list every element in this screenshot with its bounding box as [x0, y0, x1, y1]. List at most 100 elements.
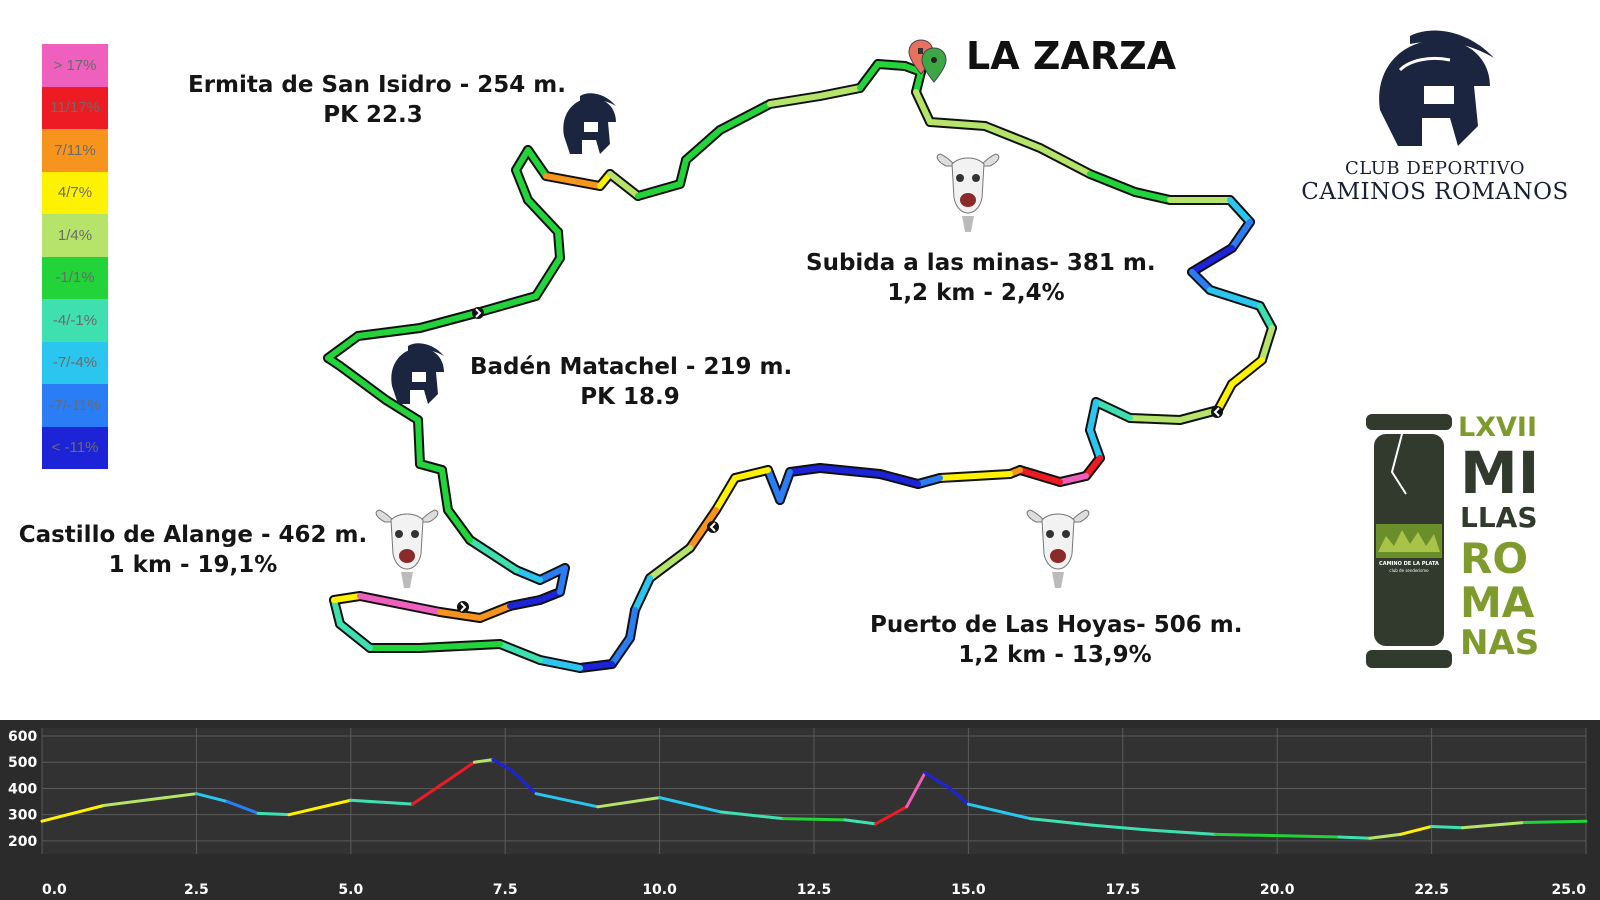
- elevation-segment: [1337, 835, 1372, 840]
- route-segment: [927, 119, 988, 129]
- x-tick-label: 12.5: [797, 882, 832, 898]
- route-segment: [1017, 467, 1063, 485]
- route-segment: [817, 85, 863, 99]
- label-hoyas: Puerto de Las Hoyas- 506 m. 1,2 km - 13,…: [870, 610, 1242, 670]
- legend-swatch: -7/-4%: [42, 341, 108, 384]
- finish-pin-icon: [921, 47, 947, 83]
- route-segment: [555, 229, 563, 261]
- y-tick-label: 200: [8, 834, 37, 850]
- route-segment: [525, 147, 549, 179]
- legend-swatch: -1/1%: [42, 256, 108, 299]
- goat-icon: [375, 509, 439, 588]
- label-ermita-line2: PK 22.3: [323, 102, 423, 128]
- elevation-segment: [1368, 832, 1403, 840]
- label-baden: Badén Matachel - 219 m. PK 18.9: [470, 352, 793, 412]
- route-segment: [875, 61, 908, 69]
- x-tick-label: 5.0: [338, 882, 363, 898]
- route-segment: [417, 461, 445, 473]
- route-segment: [677, 157, 689, 187]
- route-segment: [877, 471, 921, 487]
- route-segment: [1189, 269, 1213, 293]
- label-baden-line2: PK 18.9: [580, 384, 680, 410]
- route-segment: [537, 565, 568, 583]
- route-segment: [607, 171, 641, 199]
- label-baden-line1: Badén Matachel - 219 m.: [470, 354, 793, 380]
- x-tick-label: 0.0: [42, 882, 67, 898]
- elevation-chart: 600 500 400 300 200 0.0 2.5 5.0 7.5 10.0 12.5 15.0 1…: [8, 728, 1588, 898]
- legend-swatch: 11/17%: [42, 86, 108, 129]
- route-segment: [787, 465, 823, 475]
- roman-helmet-icon: [563, 93, 616, 154]
- route-segment: [1083, 455, 1103, 479]
- route-segment: [1229, 219, 1253, 251]
- route-segment: [1087, 399, 1099, 433]
- goat-icon: [1026, 509, 1090, 588]
- elevation-segment: [1152, 828, 1217, 836]
- route-segment: [913, 69, 924, 95]
- route-segment: [1127, 415, 1183, 423]
- roman-helmet-icon: [391, 343, 444, 404]
- x-tick-label: 22.5: [1414, 882, 1449, 898]
- route-segment: [467, 537, 519, 573]
- elevation-segment: [905, 771, 927, 809]
- label-castillo-line1: Castillo de Alange - 462 m.: [18, 522, 368, 548]
- x-tick-label: 20.0: [1260, 882, 1295, 898]
- route-segment: [513, 567, 543, 583]
- elevation-segment: [1430, 824, 1464, 830]
- route-segment: [325, 333, 361, 361]
- label-ermita-line1: Ermita de San Isidro - 254 m.: [188, 72, 566, 98]
- direction-arrow-icon: [1211, 406, 1223, 418]
- elevation-segment: [102, 796, 168, 807]
- y-tick-label: 500: [8, 755, 37, 771]
- club-name-line2: CAMINOS ROMANOS: [1301, 179, 1569, 205]
- direction-arrow-icon: [472, 307, 484, 319]
- route-segment: [513, 147, 531, 173]
- elevation-segment: [874, 805, 909, 826]
- elevation-segment: [719, 810, 785, 821]
- goat-icon: [936, 153, 1000, 232]
- route-segment: [383, 397, 421, 423]
- legend-swatch: -4/-1%: [42, 299, 108, 342]
- elevation-segment: [1522, 819, 1588, 825]
- route-segment: [1132, 189, 1173, 203]
- x-tick-label: 17.5: [1106, 882, 1141, 898]
- route-segment: [687, 507, 719, 551]
- route-segment: [445, 507, 473, 543]
- route-segment: [913, 89, 933, 125]
- legend-swatch: 7/11%: [42, 129, 108, 172]
- route-segment: [609, 635, 633, 667]
- elevation-segment: [843, 818, 878, 826]
- route-segment: [557, 565, 568, 595]
- route-segment: [415, 417, 423, 467]
- elevation-segment: [349, 798, 415, 806]
- route-segment: [1057, 473, 1089, 485]
- direction-arrow-icon: [457, 601, 469, 613]
- y-tick-label: 300: [8, 808, 37, 824]
- elevation-segment: [658, 796, 723, 814]
- millas-romanas-logo: CAMINO DE LA PLATA club de senderismo LX…: [1362, 412, 1552, 670]
- elevation-segment: [256, 811, 291, 817]
- route-segment: [507, 597, 543, 609]
- route-segment: [1037, 145, 1093, 177]
- route-map: [323, 39, 1277, 673]
- elevation-segment: [441, 760, 476, 785]
- route-segment: [513, 167, 531, 203]
- label-castillo-line2: 1 km - 19,1%: [108, 552, 278, 578]
- millas-word-4: MA: [1460, 578, 1535, 627]
- millas-numeral: LXVII: [1458, 412, 1538, 443]
- route-segment: [525, 197, 561, 235]
- route-track: [323, 59, 1277, 673]
- route-segment: [355, 325, 423, 339]
- route-segment: [777, 469, 793, 503]
- elevation-segment: [40, 803, 106, 823]
- x-tick-label: 7.5: [493, 882, 518, 898]
- millas-badge-text: CAMINO DE LA PLATA: [1379, 561, 1439, 567]
- elevation-segment: [287, 798, 353, 817]
- millas-word-1: MI: [1460, 439, 1540, 507]
- route-segment: [817, 465, 883, 477]
- route-segment: [857, 61, 881, 91]
- route-segment: [627, 607, 638, 641]
- x-tick-label: 25.0: [1551, 882, 1586, 898]
- elevation-segment: [472, 758, 495, 764]
- elevation-segment: [225, 800, 260, 815]
